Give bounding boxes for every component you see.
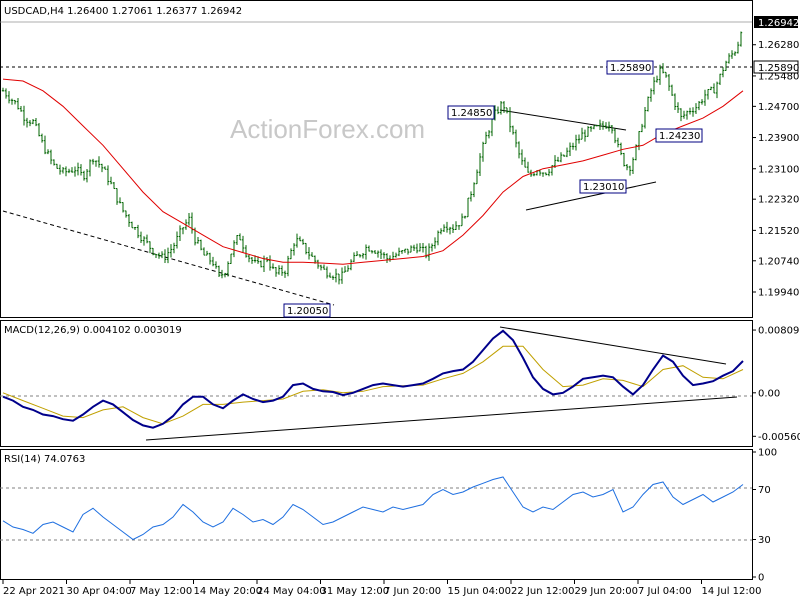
macd-axis: 0.008091 0.00 -0.005608	[752, 326, 800, 443]
x-tick-label: 29 Jun 20:00	[575, 586, 639, 597]
y-tick-label: -0.005608	[758, 432, 800, 443]
x-tick-label: 7 Jul 04:00	[638, 586, 692, 597]
x-tick-label: 15 Jun 04:00	[448, 586, 512, 597]
x-tick-label: 30 Apr 04:00	[67, 586, 132, 597]
annotation-123010: 1.23010	[580, 180, 626, 193]
price-header: USDCAD,H4 1.26400 1.27061 1.26377 1.2694…	[4, 6, 242, 17]
x-tick-label: 22 Jun 12:00	[511, 586, 575, 597]
x-tick-label: 31 May 12:00	[321, 586, 390, 597]
x-axis: 22 Apr 2021 30 Apr 04:007 May 12:00 14 May…	[3, 580, 761, 597]
rsi-axis: 100 70 30 0	[752, 448, 777, 584]
y-tick-label: 1.20740	[758, 256, 799, 267]
y-tick-label: 1.19940	[758, 287, 799, 298]
y-tick-label: 1.22320	[758, 195, 799, 206]
annotation-123010-label: 1.23010	[583, 182, 624, 193]
current-price-value: 1.26942	[758, 18, 799, 29]
annotation-124230-label: 1.24230	[659, 131, 700, 142]
rsi-panel-frame	[1, 450, 753, 580]
y-tick-label: 0	[758, 573, 764, 584]
y-tick-label: 70	[758, 485, 771, 496]
annotation-124850: 1.24850	[448, 106, 494, 119]
y-tick-label: 1.23100	[758, 164, 799, 175]
level-price-value: 1.25890	[758, 63, 799, 74]
x-tick-label: 14 May 20:00	[194, 586, 263, 597]
watermark: ActionForex.com	[230, 114, 425, 144]
y-tick-label: 1.21520	[758, 226, 799, 237]
annotation-124230: 1.24230	[656, 129, 702, 142]
price-panel-frame	[1, 1, 753, 318]
macd-panel-frame	[1, 321, 753, 447]
x-tick-label: 22 Apr 2021	[3, 586, 65, 597]
annotation-125890: 1.25890	[607, 61, 653, 74]
annotation-120050: 1.20050	[284, 304, 330, 317]
y-tick-label: 1.23900	[758, 133, 799, 144]
x-tick-label: 14 Jul 12:00	[702, 586, 762, 597]
y-tick-label: 1.26280	[758, 40, 799, 51]
x-tick-label: 24 May 04:00	[257, 586, 326, 597]
y-tick-label: 0.008091	[758, 326, 800, 337]
x-tick-label: 7 May 12:00	[130, 586, 192, 597]
x-tick-label: 7 Jun 20:00	[384, 586, 441, 597]
y-tick-label: 0.00	[758, 388, 780, 399]
y-tick-label: 30	[758, 535, 771, 546]
price-axis: 1.26280 1.25480 1.24700 1.23900 1.23100 1.223…	[752, 40, 799, 298]
y-tick-label: 1.24700	[758, 102, 799, 113]
macd-header: MACD(12,26,9) 0.004102 0.003019	[4, 325, 182, 336]
annotation-120050-label: 1.20050	[287, 306, 328, 317]
rsi-header: RSI(14) 74.0763	[4, 454, 85, 465]
current-price-tag: 1.26942	[754, 16, 799, 29]
y-tick-label: 100	[758, 448, 777, 459]
annotation-125890-label: 1.25890	[610, 63, 651, 74]
level-price-tag: 1.25890	[754, 61, 799, 74]
annotation-124850-label: 1.24850	[451, 108, 492, 119]
